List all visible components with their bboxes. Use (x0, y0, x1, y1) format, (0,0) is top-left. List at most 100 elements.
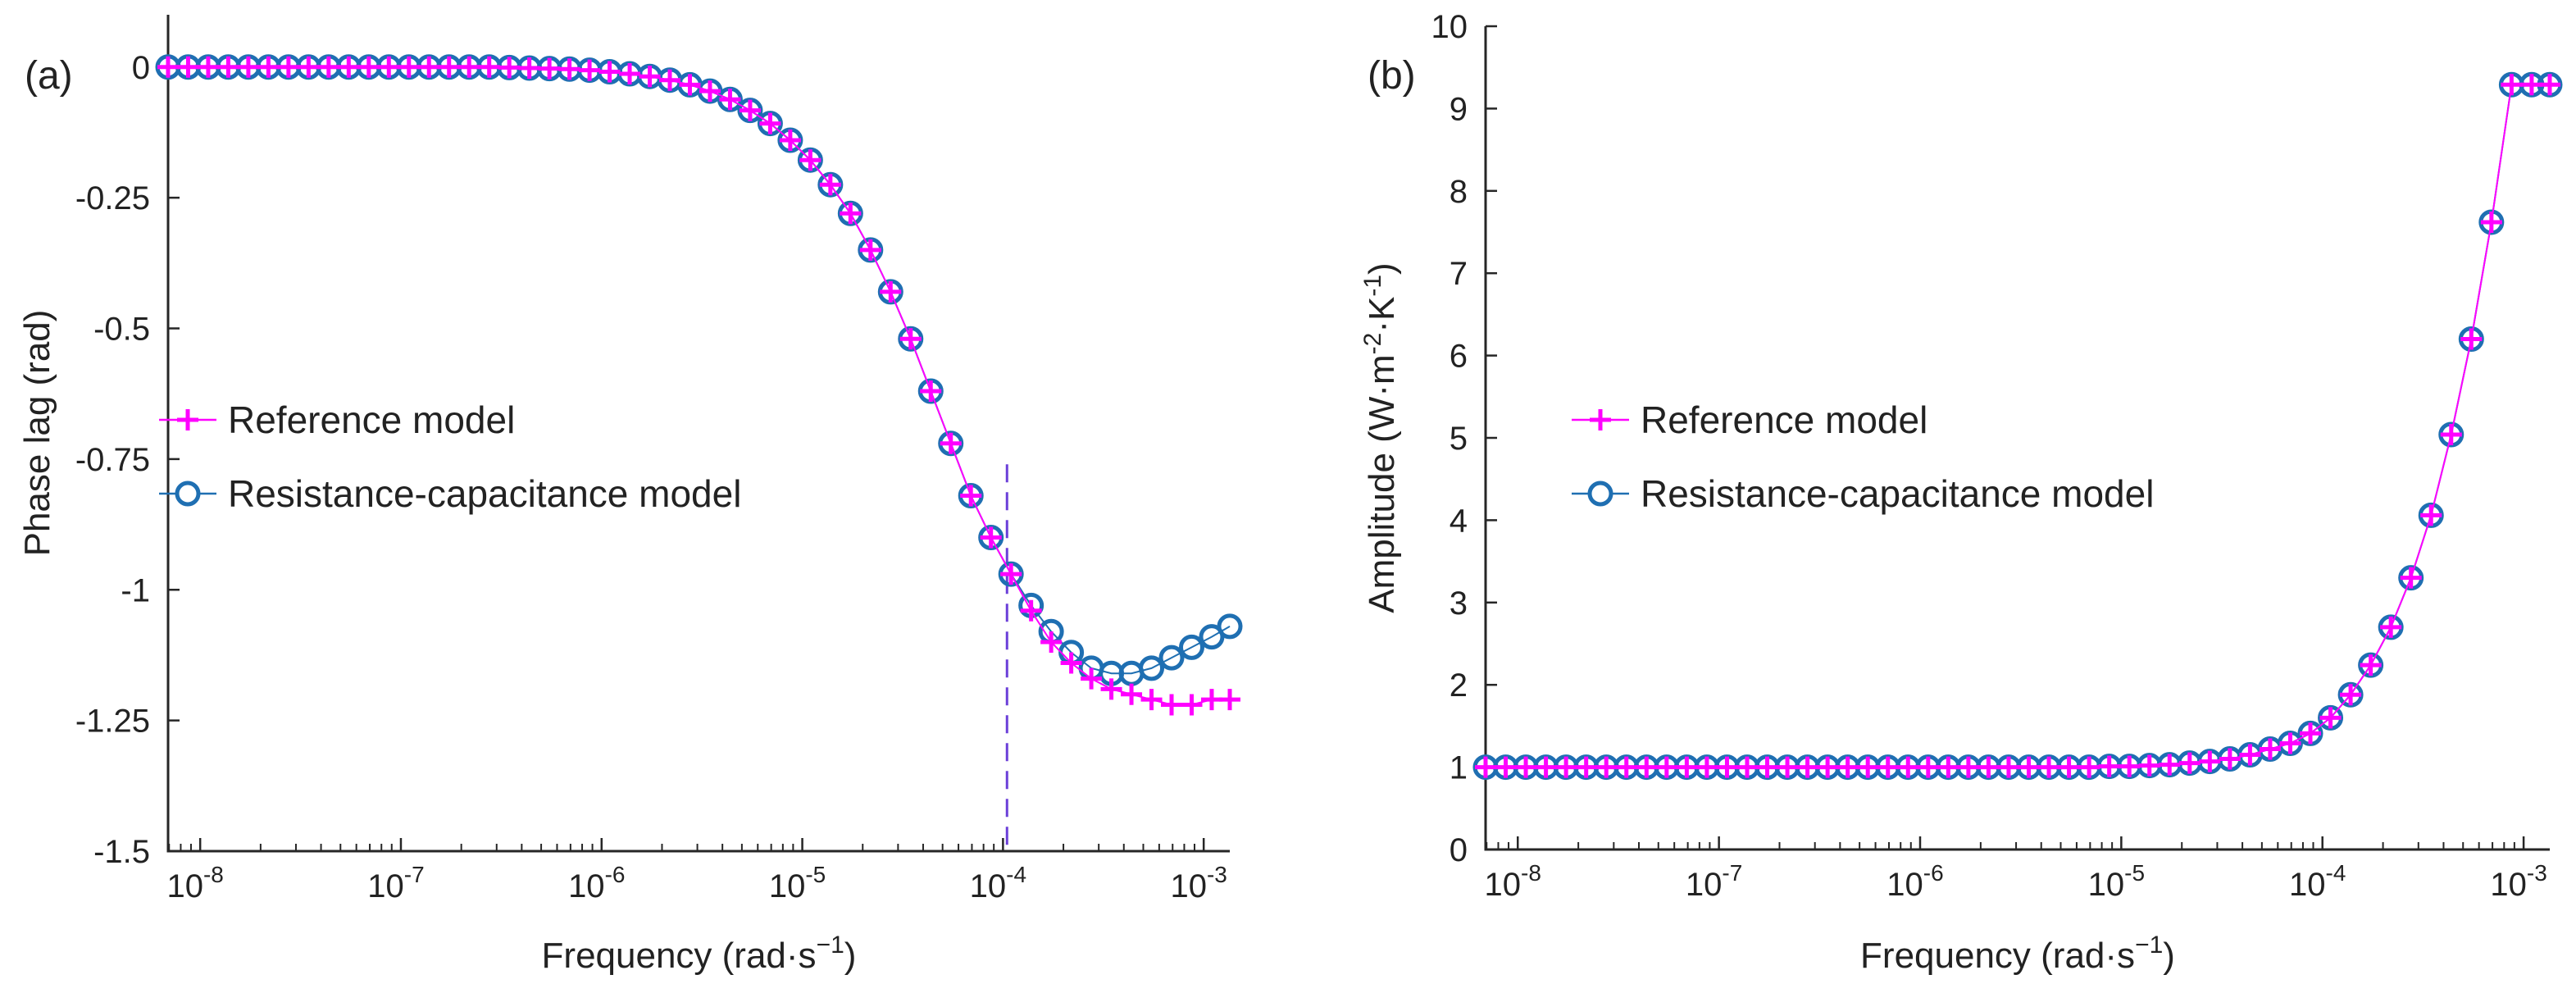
data-point-reference (679, 74, 701, 96)
legend-label-reference: Reference model (1641, 399, 1927, 441)
data-point-rc (1199, 624, 1225, 650)
data-point-reference (1796, 756, 1818, 778)
data-point-reference (2400, 567, 2422, 589)
data-point-reference (1716, 756, 1738, 778)
data-point-reference (398, 56, 420, 78)
y-tick-label: -1.5 (93, 834, 150, 870)
data-point-reference (899, 328, 922, 350)
data-point-reference (2279, 732, 2301, 754)
y-tick-label: 4 (1450, 503, 1468, 539)
legend-label-rc: Resistance-capacitance model (1641, 472, 2154, 515)
data-point-reference (298, 56, 320, 78)
y-tick-label: 0 (1450, 832, 1468, 868)
data-point-reference (1917, 756, 1939, 778)
y-tick-label: 1 (1450, 750, 1468, 786)
y-tick-label: 3 (1450, 585, 1468, 622)
data-point-reference (799, 149, 821, 171)
data-point-reference (1219, 689, 1240, 711)
data-point-reference (2138, 754, 2160, 777)
data-point-reference (719, 89, 741, 111)
data-point-reference (2038, 756, 2060, 778)
data-point-reference (2178, 752, 2201, 774)
x-tick-label: 10-8 (1485, 860, 1541, 903)
data-point-reference (558, 58, 580, 80)
data-point-reference (277, 56, 299, 78)
x-tick-label: 10-3 (1170, 862, 1227, 904)
data-point-reference (2480, 211, 2502, 233)
data-point-reference (2420, 504, 2442, 526)
data-point-reference (478, 56, 500, 78)
legend-marker-rc (175, 481, 201, 507)
legend-label-rc: Resistance-capacitance model (228, 472, 741, 515)
data-point-reference (2058, 756, 2080, 778)
data-point-reference (2159, 754, 2181, 776)
data-point-reference (2539, 74, 2560, 96)
panel-a: 0 -0.25 -0.5 -0.75 -1 -1.25 -1.5 10-8 10-7 10-6 10… (17, 15, 1243, 976)
data-point-rc (1139, 655, 1165, 681)
data-point-reference (539, 57, 561, 80)
panel-label: (a) (25, 54, 73, 98)
data-point-reference (880, 280, 902, 303)
legend-label-reference: Reference model (228, 399, 515, 441)
series-line-reference (168, 66, 1230, 706)
data-point-reference (2239, 744, 2261, 766)
data-point-rc (1178, 634, 1204, 660)
x-tick-label: 10-5 (769, 862, 826, 904)
data-point-reference (1676, 756, 1698, 778)
data-point-reference (1121, 683, 1143, 705)
x-tick-label: 10-4 (970, 862, 1026, 904)
y-tick-label: 7 (1450, 256, 1468, 292)
data-point-reference (920, 380, 942, 402)
data-point-reference (157, 56, 179, 78)
data-point-reference (1555, 756, 1577, 778)
data-point-reference (1615, 756, 1637, 778)
data-point-reference (498, 57, 521, 79)
y-tick-label: -0.5 (93, 312, 150, 348)
x-axis-title: Frequency (rad·s−1) (542, 932, 857, 976)
data-point-reference (237, 56, 259, 78)
data-point-reference (1495, 756, 1517, 778)
panel-label: (b) (1368, 54, 1416, 98)
y-tick-label: 8 (1450, 174, 1468, 210)
data-point-reference (659, 69, 681, 91)
data-point-reference (1100, 678, 1122, 700)
data-point-reference (1937, 756, 1959, 778)
data-point-reference (1575, 756, 1597, 778)
x-tick-label: 10-5 (2088, 860, 2145, 903)
y-tick-label: -0.75 (75, 442, 150, 478)
data-point-reference (1777, 756, 1799, 778)
y-tick-label: 5 (1450, 421, 1468, 457)
data-point-reference (1515, 756, 1537, 778)
y-tick-label: 10 (1431, 9, 1468, 45)
data-point-reference (2360, 654, 2382, 676)
data-point-reference (418, 56, 440, 78)
data-point-reference (639, 66, 661, 88)
data-point-rc (1217, 613, 1243, 640)
data-point-reference (1817, 756, 1839, 778)
data-point-reference (357, 56, 380, 78)
data-point-reference (1655, 756, 1677, 778)
data-point-reference (840, 203, 862, 225)
data-point-reference (338, 56, 360, 78)
data-point-reference (2460, 328, 2483, 350)
data-point-reference (2219, 748, 2241, 770)
data-point-reference (217, 56, 239, 78)
x-tick-label: 10-8 (166, 862, 223, 904)
x-axis-title: Frequency (rad·s−1) (1860, 932, 2175, 976)
data-point-reference (699, 80, 721, 102)
data-point-reference (1978, 756, 2000, 778)
y-axis-title: Phase lag (rad) (17, 310, 57, 557)
y-tick-label: 2 (1450, 667, 1468, 704)
data-point-reference (1877, 756, 1899, 778)
y-tick-label: -0.25 (75, 180, 150, 216)
data-point-reference (458, 56, 480, 78)
data-point-reference (2520, 74, 2542, 96)
data-point-reference (1897, 756, 1919, 778)
data-point-reference (1695, 756, 1718, 778)
series-line-rc (168, 66, 1231, 675)
data-point-reference (2300, 722, 2322, 745)
data-point-reference (2119, 755, 2141, 777)
data-point-reference (197, 56, 219, 78)
legend-marker-reference (1590, 409, 1611, 430)
